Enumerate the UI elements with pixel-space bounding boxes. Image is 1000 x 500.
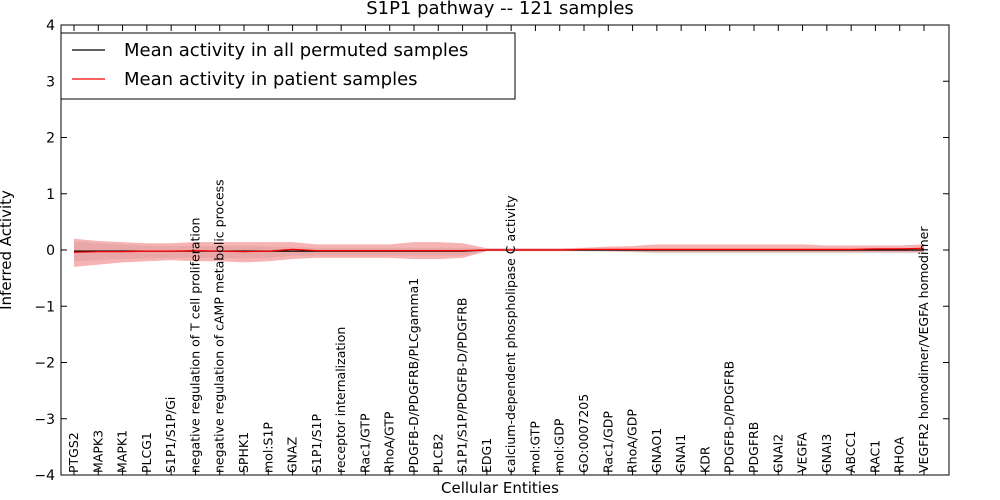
x-tick-label: Rac1/GDP [600, 411, 615, 473]
x-tick-label: calcium-dependent phospholipase C activi… [503, 195, 518, 473]
y-tick-label: 4 [46, 18, 55, 34]
x-tick-label: GNAI2 [770, 434, 785, 473]
y-axis-label: Inferred Activity [0, 190, 15, 310]
y-tick-label: 0 [46, 243, 55, 259]
x-tick-label: PDGFRB [746, 422, 761, 473]
x-tick-label: VEGFR2 homodimer/VEGFA homodimer [916, 226, 931, 473]
x-tick-label: GNAI3 [819, 434, 834, 473]
x-tick-label: SPHK1 [236, 432, 251, 473]
y-axis: 4 3 2 1 0 −1 −2 −3 −4 [34, 18, 949, 484]
legend-box [60, 32, 516, 100]
x-axis: PTGS2 MAPK3 MAPK1 PLCG1 S1P1/S1P/Gi negative … [66, 25, 931, 475]
x-tick-label: VEGFA [795, 432, 810, 473]
x-tick-label: PLCB2 [430, 433, 445, 473]
x-tick-label: S1P1/S1P/Gi [163, 397, 178, 473]
x-tick-label: S1P1/S1P/PDGFB-D/PDGFRB [455, 298, 470, 474]
band-series-1 [74, 238, 924, 267]
legend: Mean activity in all permuted samples Me… [60, 32, 516, 100]
x-tick-label: mol:GTP [527, 421, 542, 473]
y-tick-label: −1 [34, 299, 55, 315]
x-tick-label: EDG1 [479, 438, 494, 473]
x-tick-label: negative regulation of cAMP metabolic pr… [212, 179, 227, 473]
legend-label-permuted: Mean activity in all permuted samples [124, 40, 468, 61]
x-tick-label: S1P1/S1P [309, 414, 324, 473]
x-tick-label: GO:0007205 [576, 394, 591, 473]
x-tick-label: MAPK3 [90, 430, 105, 473]
x-tick-label: RhoA/GTP [382, 411, 397, 473]
y-tick-label: 1 [46, 187, 55, 203]
y-tick-label: 2 [46, 131, 55, 147]
y-tick-label: −4 [34, 468, 55, 484]
x-axis-label: Cellular Entities [441, 479, 559, 497]
x-tick-label: mol:GDP [552, 418, 567, 473]
x-tick-label: negative regulation of T cell proliferat… [187, 218, 202, 473]
x-tick-label: receptor internalization [333, 327, 348, 473]
x-tick-label: mol:S1P [260, 422, 275, 473]
x-tick-label: RHOA [892, 436, 907, 473]
y-tick-label: −2 [34, 356, 55, 372]
series-lines [73, 247, 925, 253]
legend-label-patient: Mean activity in patient samples [124, 69, 418, 90]
x-tick-label: Rac1/GTP [357, 413, 372, 473]
x-tick-label: GNAI1 [673, 434, 688, 473]
x-tick-label: PDGFB-D/PDGFRB/PLCgamma1 [406, 278, 421, 473]
x-tick-label: PLCG1 [139, 432, 154, 473]
x-tick-label: GNAZ [285, 437, 300, 473]
x-tick-label: GNAO1 [649, 428, 664, 473]
x-tick-label: RAC1 [867, 440, 882, 473]
x-tick-label: MAPK1 [115, 430, 130, 473]
y-tick-label: −3 [34, 412, 55, 428]
x-tick-label: PDGFB-D/PDGFRB [722, 361, 737, 473]
x-tick-label: RhoA/GDP [625, 409, 640, 473]
x-tick-label: KDR [697, 446, 712, 473]
line-series-1 [73, 247, 925, 253]
x-tick-label: PTGS2 [66, 432, 81, 473]
chart-title: S1P1 pathway -- 121 samples [366, 0, 634, 19]
x-tick-label: ABCC1 [843, 431, 858, 473]
y-tick-label: 3 [46, 74, 55, 90]
